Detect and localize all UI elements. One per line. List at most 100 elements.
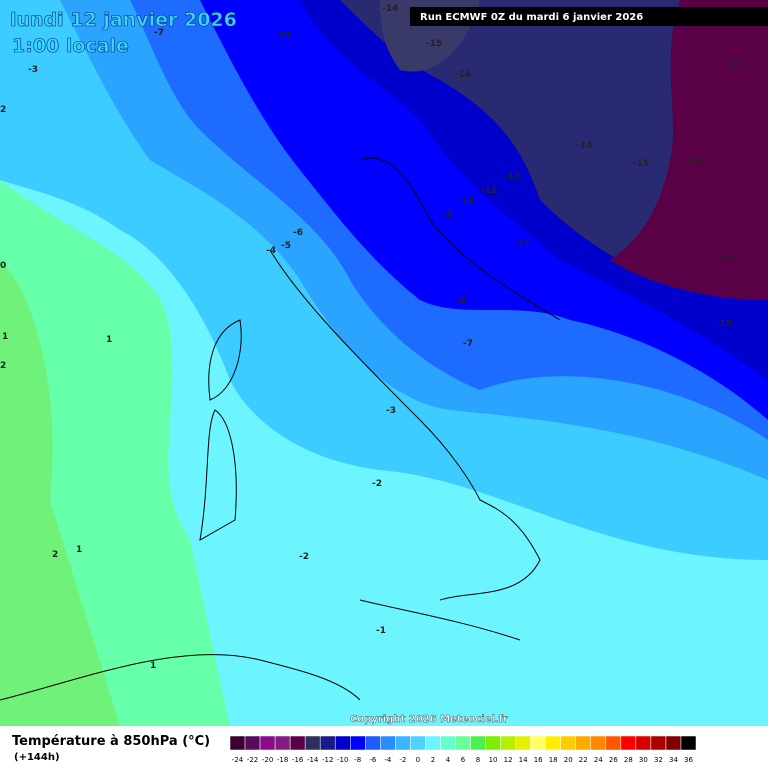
run-label: Run ECMWF 0Z du mardi 6 janvier 2026 bbox=[420, 12, 643, 23]
scale-label: 34 bbox=[669, 756, 678, 764]
scale-label: -14 bbox=[307, 756, 319, 764]
scale-swatch bbox=[425, 735, 441, 751]
scale-label: 28 bbox=[624, 756, 633, 764]
contour-label: -14 bbox=[455, 70, 471, 80]
scale-swatch bbox=[350, 735, 366, 751]
scale-label: -20 bbox=[262, 756, 273, 764]
scale-swatch bbox=[575, 735, 592, 751]
scale-swatch bbox=[410, 735, 426, 751]
scale-swatch bbox=[650, 735, 667, 751]
scale-swatch bbox=[560, 735, 576, 751]
color-scale: -24 -22 -20 -18 -16 -14 -12 -10 -8 -6 -4 -2 0 2 4 6 8 10 1… bbox=[229, 735, 697, 764]
contour-label: 2 bbox=[0, 105, 6, 115]
scale-swatch bbox=[395, 735, 411, 751]
scale-swatch bbox=[380, 735, 396, 751]
scale-label: -8 bbox=[354, 756, 361, 764]
contour-label: -11 bbox=[514, 239, 530, 249]
contour-label: -3 bbox=[28, 65, 38, 75]
scale-swatch bbox=[485, 735, 501, 751]
contour-label: -9 bbox=[443, 210, 453, 220]
scale-swatch bbox=[635, 735, 652, 751]
scale-label: -4 bbox=[384, 756, 392, 764]
scale-label: 12 bbox=[504, 756, 513, 764]
contour-label: 1 bbox=[2, 332, 8, 342]
map-subtitle: 1:00 locale bbox=[12, 35, 129, 57]
scale-label: 18 bbox=[549, 756, 558, 764]
contour-label: 1 bbox=[106, 335, 112, 345]
scale-label: -22 bbox=[247, 756, 258, 764]
zone bbox=[0, 260, 120, 726]
coast bbox=[269, 249, 541, 601]
contour-label: -15 bbox=[426, 39, 442, 49]
map-title: lundi 12 janvier 2026 bbox=[10, 9, 237, 31]
scale-swatch bbox=[440, 735, 456, 751]
contour-label: -1 bbox=[376, 626, 386, 636]
contour-label: -10 bbox=[458, 197, 474, 207]
scale-swatch bbox=[500, 735, 516, 751]
contour-label: -15 bbox=[633, 159, 649, 169]
contour-label: 2 bbox=[52, 550, 58, 560]
contour-label: -7 bbox=[154, 28, 164, 38]
scale-label: 20 bbox=[564, 756, 573, 764]
scale-label: 10 bbox=[489, 756, 498, 764]
contour-label: -11 bbox=[275, 31, 291, 41]
scale-swatch bbox=[665, 735, 682, 751]
scale-label: -18 bbox=[277, 756, 288, 764]
contour-labels: -14-11-7-15-14-17-32-14-15 -16-13-12-10-9… bbox=[0, 4, 743, 671]
temperature-field bbox=[0, 0, 768, 726]
scale-label: 24 bbox=[594, 756, 603, 764]
scale-swatch bbox=[455, 735, 471, 751]
run-box bbox=[410, 7, 768, 26]
scale-swatch bbox=[304, 735, 321, 751]
contour-label: -13 bbox=[504, 172, 520, 182]
contour-label: -4 bbox=[266, 246, 276, 256]
coastlines bbox=[0, 157, 561, 701]
scale-swatch bbox=[470, 735, 486, 751]
scale-label: 2 bbox=[431, 756, 435, 764]
contour-label: -7 bbox=[463, 339, 473, 349]
coast bbox=[208, 319, 242, 401]
scale-label: 36 bbox=[684, 756, 693, 764]
contour-label: -2 bbox=[299, 552, 309, 562]
scale-swatch bbox=[289, 735, 306, 751]
coast bbox=[0, 654, 361, 701]
scale-swatch bbox=[365, 735, 381, 751]
scale-label: 0 bbox=[416, 756, 420, 764]
scale-label: -24 bbox=[232, 756, 244, 764]
scale-swatch bbox=[274, 735, 291, 751]
scale-swatch bbox=[545, 735, 561, 751]
zone bbox=[610, 0, 768, 300]
contour-label: -17 bbox=[727, 61, 743, 71]
scale-swatch bbox=[244, 735, 261, 751]
scale-label: 8 bbox=[476, 756, 480, 764]
legend-title: Température à 850hPa (°C) bbox=[12, 734, 210, 749]
scale-swatch bbox=[620, 735, 637, 751]
scale-label: -12 bbox=[322, 756, 333, 764]
scale-label: 4 bbox=[446, 756, 451, 764]
scale-swatch bbox=[590, 735, 607, 751]
scale-swatch bbox=[334, 735, 351, 751]
scale-swatch bbox=[319, 735, 336, 751]
contour-label: -12 bbox=[481, 186, 497, 196]
scale-label: 30 bbox=[639, 756, 648, 764]
contour-label: -3 bbox=[386, 406, 396, 416]
coast bbox=[199, 409, 237, 541]
scale-label: 26 bbox=[609, 756, 618, 764]
contour-label: -2 bbox=[372, 479, 382, 489]
contour-label: 0 bbox=[0, 261, 6, 271]
contour-label: 1 bbox=[76, 545, 82, 555]
scale-label: 22 bbox=[579, 756, 588, 764]
contour-label: 2 bbox=[0, 361, 6, 371]
coast bbox=[359, 157, 561, 321]
contour-label: 1 bbox=[150, 661, 156, 671]
scale-swatch bbox=[680, 735, 697, 751]
coast bbox=[359, 599, 521, 641]
scale-label: -16 bbox=[292, 756, 304, 764]
scale-label: 32 bbox=[654, 756, 663, 764]
contour-label: -14 bbox=[576, 141, 592, 151]
scale-label: 16 bbox=[534, 756, 543, 764]
scale-label: 14 bbox=[519, 756, 528, 764]
scale-label: -6 bbox=[369, 756, 377, 764]
scale-label: -2 bbox=[399, 756, 406, 764]
